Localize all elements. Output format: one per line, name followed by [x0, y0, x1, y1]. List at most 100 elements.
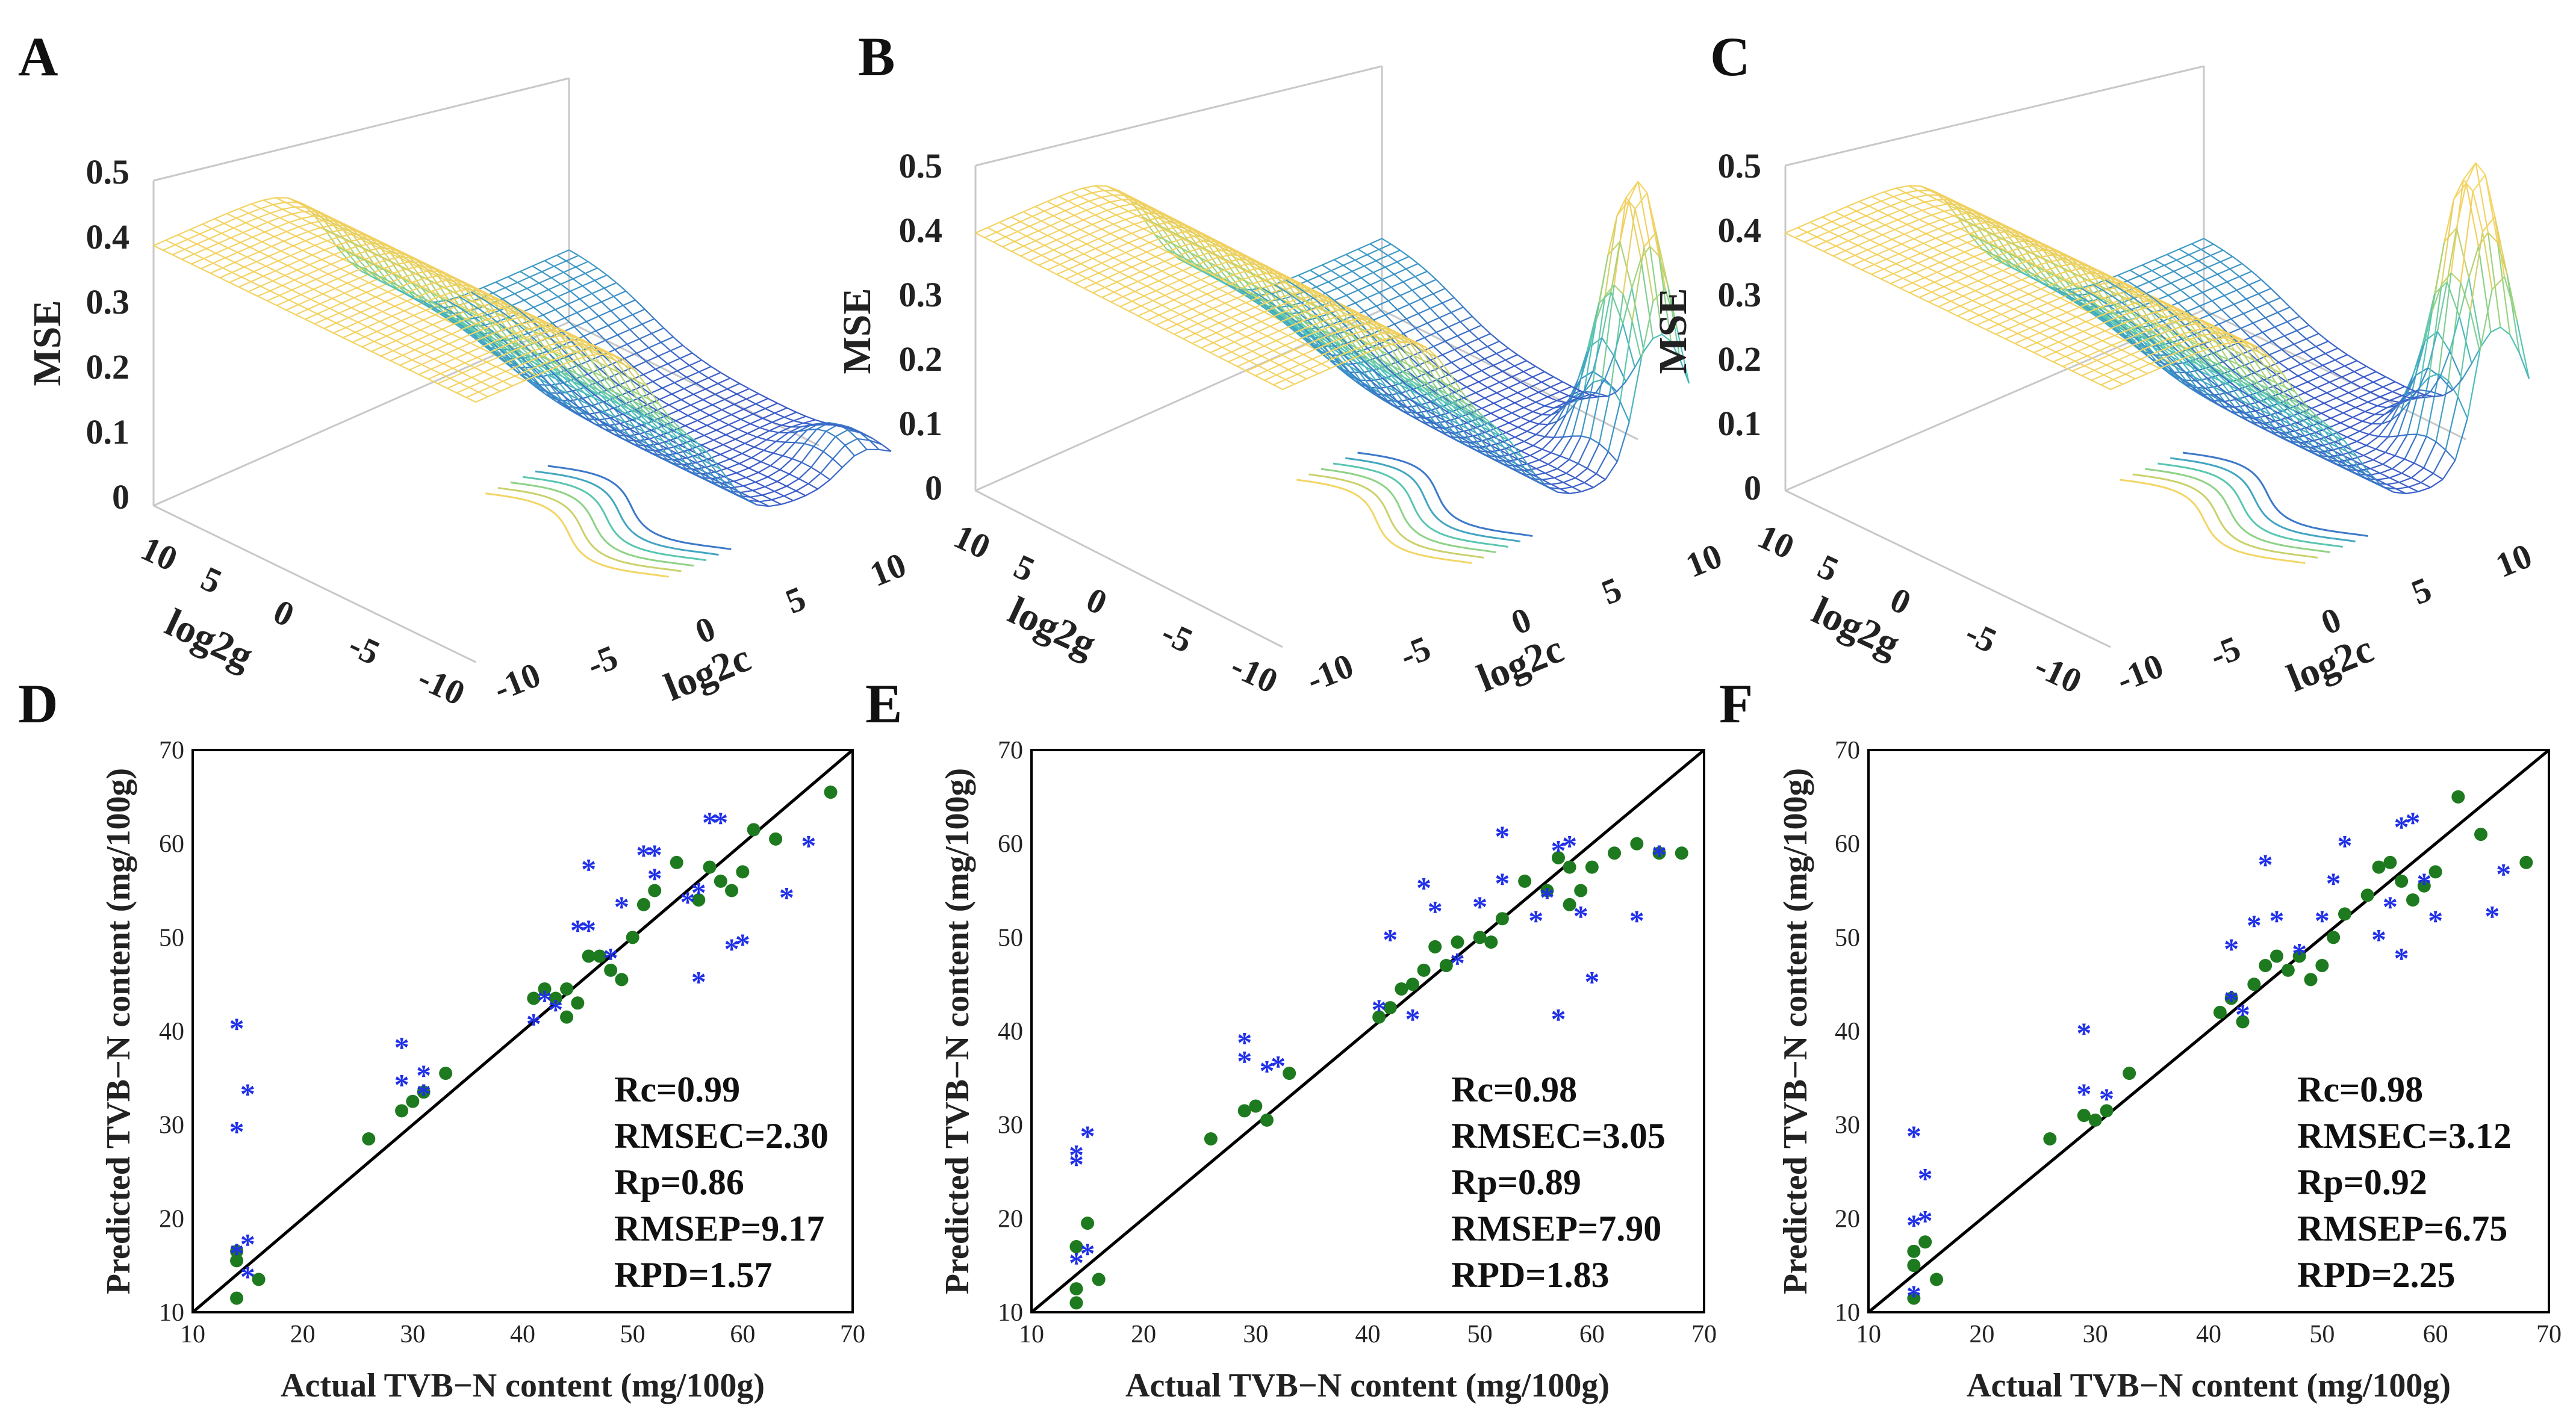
mesh-segment: [399, 256, 409, 263]
mesh-segment: [1140, 300, 1154, 307]
mesh-segment: [364, 336, 375, 343]
mesh-segment: [743, 403, 756, 410]
mesh-segment: [1002, 241, 1015, 248]
mesh-segment: [1381, 273, 1395, 281]
ctick: 10: [2490, 536, 2537, 585]
mesh-segment: [333, 332, 344, 338]
ztick: 0.3: [899, 275, 943, 314]
mesh-segment: [561, 344, 571, 350]
mesh-segment: [783, 495, 794, 501]
mesh-segment: [249, 241, 263, 248]
mesh-segment: [446, 347, 459, 355]
mesh-segment: [282, 279, 295, 287]
mesh-segment: [458, 342, 471, 349]
mesh-segment: [2053, 361, 2064, 367]
mesh-segment: [629, 323, 642, 330]
mesh-segment: [856, 438, 868, 450]
mesh-segment: [1083, 287, 1094, 294]
mesh-segment: [601, 301, 612, 312]
mesh-segment: [355, 326, 368, 333]
mesh-segment: [1050, 220, 1063, 226]
mesh-segment: [484, 366, 497, 373]
mesh-segment: [591, 293, 602, 303]
mesh-segment: [695, 382, 706, 390]
mesh-segment: [482, 332, 496, 339]
mesh-segment: [288, 294, 302, 301]
mesh-segment: [202, 223, 213, 229]
mesh-segment: [1357, 243, 1370, 250]
mesh-segment: [1237, 331, 1247, 338]
mesh-segment: [1396, 261, 1407, 270]
mesh-segment: [1542, 437, 1555, 450]
mesh-segment: [610, 414, 623, 419]
mesh-segment: [361, 346, 372, 352]
mesh-segment: [1173, 234, 1183, 240]
mesh-segment: [1896, 185, 1909, 189]
mesh-segment: [313, 288, 323, 295]
mesh-segment: [788, 430, 798, 434]
mesh-segment: [199, 228, 213, 235]
mesh-segment: [1559, 386, 1572, 392]
mesh-segment: [406, 300, 417, 306]
mesh-segment: [1856, 205, 1869, 212]
mesh-segment: [636, 380, 650, 400]
mesh-segment: [1275, 277, 1286, 284]
mesh-segment: [535, 386, 546, 395]
mesh-segment: [724, 472, 737, 477]
mesh-segment: [409, 270, 423, 290]
mesh-segment: [1569, 435, 1582, 460]
mesh-segment: [283, 240, 294, 247]
mesh-segment: [458, 280, 471, 287]
mesh-segment: [690, 398, 703, 406]
mesh-segment: [231, 271, 242, 278]
mesh-segment: [319, 268, 329, 275]
mesh-segment: [703, 429, 717, 436]
mesh-segment: [1231, 351, 1241, 358]
mse-surface-b: [975, 181, 1690, 564]
mesh-segment: [478, 308, 488, 315]
mesh-segment: [302, 250, 313, 256]
mesh-segment: [1481, 402, 1495, 409]
mesh-segment: [1190, 252, 1201, 259]
mesh-segment: [2154, 253, 2168, 261]
mesh-segment: [774, 407, 788, 414]
mesh-segment: [344, 287, 357, 294]
mesh-segment: [1035, 235, 1048, 242]
mesh-segment: [394, 305, 405, 312]
mesh-segment: [258, 217, 268, 223]
mesh-segment: [1584, 482, 1594, 488]
mesh-segment: [444, 305, 456, 309]
mesh-segment: [1475, 386, 1489, 394]
mesh-segment: [1233, 307, 1243, 314]
mesh-segment: [490, 303, 500, 311]
mesh-segment: [620, 320, 630, 330]
mesh-segment: [1560, 486, 1573, 490]
mesh-segment: [1508, 382, 1521, 388]
mesh-segment: [346, 250, 359, 267]
mesh-segment: [1131, 261, 1144, 268]
mesh-segment: [1578, 438, 1591, 464]
mesh-segment: [542, 350, 555, 357]
mesh-segment: [594, 274, 608, 281]
mesh-segment: [1243, 341, 1256, 347]
mesh-segment: [385, 296, 398, 303]
mesh-segment: [1496, 347, 1509, 355]
mesh-segment: [585, 273, 596, 281]
mesh-segment: [455, 284, 468, 287]
mesh-segment: [1526, 391, 1539, 398]
mesh-segment: [1301, 319, 1315, 332]
mesh-segment: [211, 228, 222, 234]
mesh-segment: [1230, 317, 1240, 323]
mesh-segment: [656, 448, 670, 462]
mesh-segment: [1128, 237, 1141, 244]
mesh-segment: [1192, 308, 1202, 315]
mesh-segment: [682, 450, 695, 468]
mesh-segment: [740, 418, 751, 424]
mesh-segment: [1201, 347, 1211, 353]
mesh-segment: [1161, 265, 1174, 272]
mesh-segment: [333, 253, 344, 260]
mesh-segment: [1538, 452, 1552, 461]
mesh-segment: [2191, 238, 2204, 245]
mesh-segment: [396, 340, 406, 346]
mesh-segment: [1133, 199, 1143, 205]
